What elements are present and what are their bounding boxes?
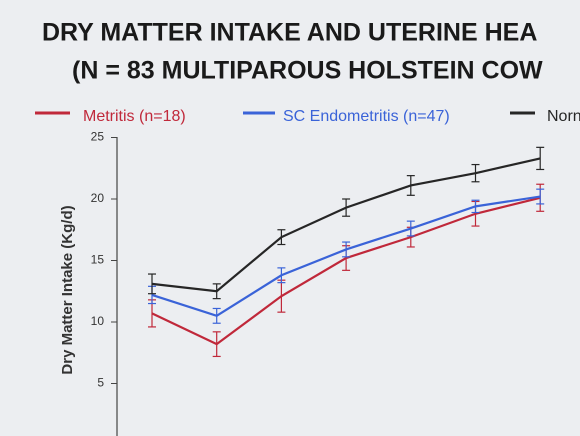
error-bar [212, 307, 221, 324]
error-bar [536, 146, 545, 171]
error-bar [471, 199, 480, 214]
y-tick-label: 25 [91, 130, 105, 144]
legend-label: SC Endometritis (n=47) [283, 108, 450, 125]
error-bar [277, 267, 286, 284]
error-bar [342, 241, 351, 258]
error-bar [148, 273, 156, 295]
error-bar [406, 175, 415, 196]
y-tick-label: 20 [91, 191, 105, 205]
error-bar [471, 163, 480, 183]
error-bar [212, 283, 221, 300]
legend-label: Norn [547, 108, 580, 125]
chart-subtitle: (N = 83 MULTIPAROUS HOLSTEIN COW [72, 57, 543, 85]
error-bar [536, 188, 545, 205]
y-tick-label: 5 [97, 376, 104, 390]
error-bar [406, 220, 415, 237]
chart-title: DRY MATTER INTAKE AND UTERINE HEA [42, 19, 537, 47]
y-tick-label: 10 [91, 314, 105, 328]
legend-label: Metritis (n=18) [83, 108, 186, 125]
error-bar [277, 229, 286, 246]
error-bar [212, 331, 221, 358]
error-bar [342, 198, 351, 217]
y-axis-label: Dry Matter Intake (Kg/d) [59, 205, 76, 374]
y-tick-label: 15 [91, 253, 105, 267]
